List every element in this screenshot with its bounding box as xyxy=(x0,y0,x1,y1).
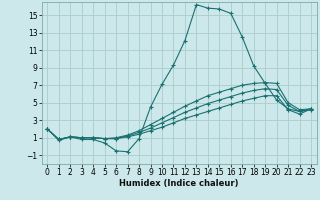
X-axis label: Humidex (Indice chaleur): Humidex (Indice chaleur) xyxy=(119,179,239,188)
